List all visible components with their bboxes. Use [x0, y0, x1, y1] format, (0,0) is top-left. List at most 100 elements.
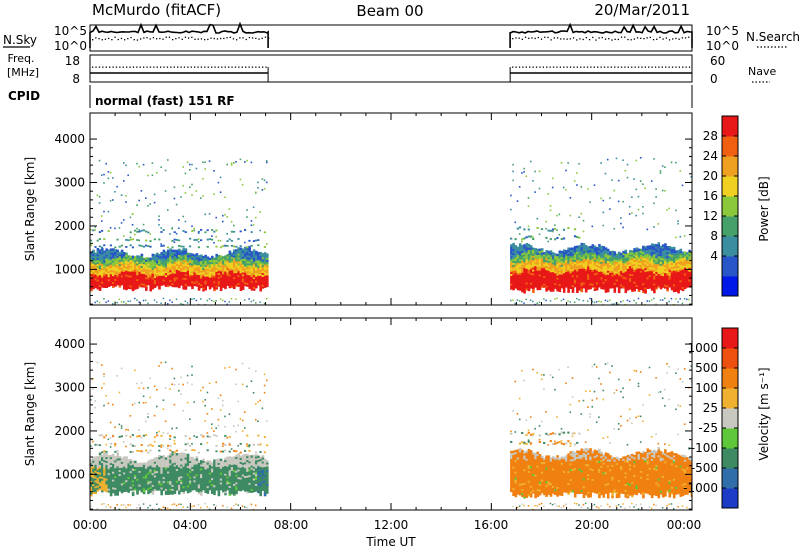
heatmap-cell	[525, 278, 529, 281]
heatmap-cell	[259, 267, 262, 270]
heatmap-scatter	[140, 382, 143, 384]
nave-dot	[600, 66, 602, 68]
heatmap-cell	[101, 456, 104, 460]
heatmap-cell	[536, 264, 540, 267]
heatmap-cell	[109, 460, 113, 464]
heatmap-cell	[147, 470, 150, 473]
heatmap-cell	[576, 263, 579, 266]
heatmap-cell	[633, 285, 636, 288]
heatmap-cell	[679, 270, 683, 273]
nsearch-dot	[191, 36, 193, 38]
heatmap-cell	[646, 263, 650, 266]
heatmap-cell	[628, 271, 632, 274]
heatmap-cell	[263, 252, 267, 255]
heatmap-cell	[573, 283, 577, 286]
heatmap-cell	[602, 254, 606, 257]
heatmap-cell	[175, 282, 179, 286]
heatmap-cell	[549, 269, 553, 273]
heatmap-cell	[525, 262, 529, 265]
heatmap-cell	[523, 289, 526, 292]
heatmap-cell	[156, 482, 159, 485]
heatmap-scatter	[131, 213, 134, 215]
heatmap-cell	[558, 250, 562, 253]
heatmap-cell	[147, 487, 150, 491]
noise-left-tick-bottom: 10^0	[54, 39, 87, 53]
heatmap-cell	[534, 248, 537, 251]
heatmap-cell	[131, 493, 135, 497]
nave-dot	[228, 66, 230, 68]
heatmap-cell	[582, 260, 586, 264]
heatmap-cell	[94, 272, 97, 275]
heatmap-scatter	[142, 387, 145, 390]
heatmap-cell	[628, 275, 632, 278]
nsearch-dot	[595, 39, 597, 41]
nsearch-dot	[531, 37, 533, 39]
heatmap-cell	[92, 255, 95, 258]
heatmap-scatter	[123, 301, 125, 303]
heatmap-cell	[241, 260, 245, 263]
heatmap-cell	[576, 253, 579, 256]
heatmap-cell	[525, 246, 529, 250]
nave-dot	[678, 66, 680, 68]
heatmap-cell	[681, 273, 685, 276]
heatmap-cell	[120, 475, 124, 478]
heatmap-cell	[637, 264, 641, 267]
heatmap-cell	[646, 259, 650, 262]
heatmap-cell	[120, 457, 124, 460]
heatmap-cell	[536, 256, 540, 259]
heatmap-scatter	[226, 303, 228, 305]
heatmap-cell	[558, 272, 562, 275]
heatmap-cell	[151, 275, 155, 278]
heatmap-cell	[136, 488, 139, 491]
heatmap-cell	[96, 477, 100, 480]
heatmap-scatter	[182, 215, 184, 218]
heatmap-cell	[114, 456, 117, 459]
heatmap-cell	[105, 283, 108, 286]
heatmap-cell	[547, 262, 551, 265]
nave-dot	[163, 66, 165, 68]
heatmap-scatter	[576, 172, 578, 174]
heatmap-cell	[261, 257, 265, 260]
heatmap-scatter	[683, 297, 686, 300]
heatmap-cell	[160, 481, 163, 484]
heatmap-cell	[204, 266, 207, 269]
heatmap-cell	[90, 269, 93, 272]
heatmap-cell	[615, 265, 619, 268]
heatmap-cell	[510, 244, 513, 247]
heatmap-scatter	[164, 361, 167, 364]
heatmap-scatter	[118, 436, 121, 438]
heatmap-scatter	[182, 184, 184, 187]
heatmap-cell	[668, 279, 672, 282]
heatmap-scatter	[138, 504, 140, 506]
heatmap-scatter	[94, 229, 96, 231]
heatmap-cell	[228, 274, 232, 277]
heatmap-cell	[94, 478, 97, 481]
heatmap-cell	[244, 264, 247, 267]
heatmap-cell	[677, 283, 680, 286]
heatmap-cell	[534, 271, 537, 274]
heatmap-cell	[178, 276, 181, 279]
heatmap-cell	[263, 273, 267, 277]
heatmap-scatter	[661, 189, 664, 192]
heatmap-cell	[624, 255, 628, 258]
heatmap-cell	[259, 289, 262, 292]
heatmap-scatter	[534, 191, 536, 193]
heatmap-cell	[213, 269, 216, 272]
heatmap-cell	[593, 273, 597, 276]
heatmap-scatter	[213, 230, 216, 233]
heatmap-cell	[94, 285, 97, 289]
heatmap-cell	[211, 275, 214, 278]
heatmap-cell	[244, 279, 247, 283]
heatmap-cell	[681, 253, 685, 256]
heatmap-cell	[136, 280, 139, 284]
heatmap-cell	[611, 272, 614, 275]
heatmap-cell	[219, 269, 223, 272]
heatmap-cell	[527, 251, 531, 254]
heatmap-cell	[200, 270, 203, 273]
heatmap-cell	[125, 462, 128, 465]
heatmap-cell	[518, 257, 522, 260]
heatmap-cell	[142, 478, 146, 481]
heatmap-cell	[167, 471, 170, 474]
heatmap-cell	[263, 279, 267, 282]
heatmap-scatter	[162, 408, 165, 410]
